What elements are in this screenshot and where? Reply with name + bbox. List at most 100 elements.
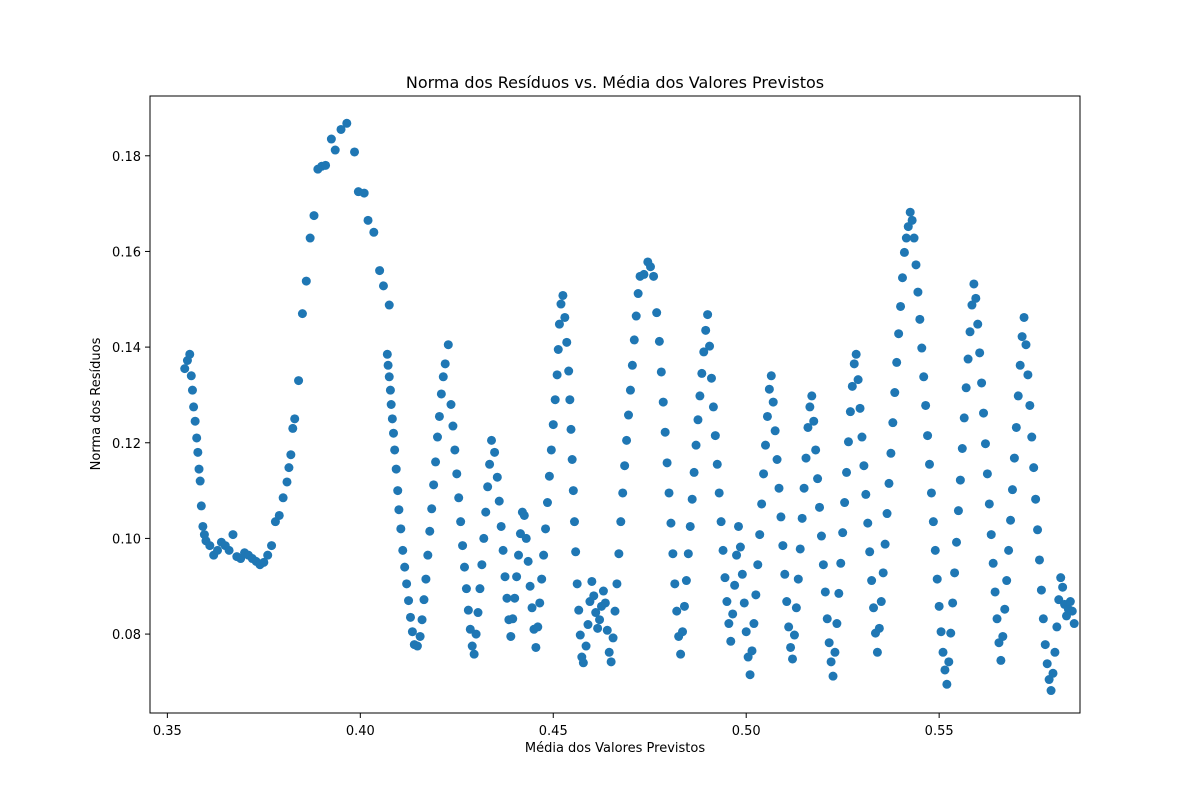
data-point — [473, 608, 483, 618]
data-point — [196, 501, 206, 511]
data-point — [741, 627, 751, 637]
data-point — [699, 347, 709, 357]
data-point — [294, 376, 304, 386]
y-tick-label: 0.16 — [112, 245, 141, 260]
data-point — [737, 569, 747, 579]
data-point — [383, 360, 393, 370]
data-point — [608, 633, 618, 643]
data-point — [326, 134, 336, 144]
data-point — [1058, 582, 1068, 592]
data-point — [622, 435, 632, 445]
data-point — [834, 588, 844, 598]
data-point — [909, 233, 919, 243]
data-point — [793, 574, 803, 584]
data-point — [847, 381, 857, 391]
data-point — [886, 448, 896, 458]
data-point — [845, 407, 855, 417]
plot-frame — [149, 95, 1081, 714]
data-point — [593, 623, 603, 633]
data-point — [932, 574, 942, 584]
y-tick-label: 0.14 — [112, 341, 141, 356]
data-point — [745, 670, 755, 680]
data-point — [606, 657, 616, 667]
data-point — [755, 530, 765, 540]
data-point — [460, 562, 469, 572]
data-point — [770, 426, 780, 436]
data-point — [884, 478, 894, 488]
data-point — [872, 647, 882, 657]
data-point — [387, 414, 397, 424]
data-point — [402, 579, 412, 589]
data-point — [774, 483, 784, 493]
data-point — [190, 416, 200, 426]
data-point — [722, 597, 732, 607]
data-point — [544, 471, 554, 481]
data-points — [180, 118, 1079, 696]
data-point — [297, 309, 307, 319]
data-point — [386, 400, 396, 409]
data-point — [691, 440, 701, 450]
data-point — [882, 509, 892, 519]
data-point — [705, 341, 715, 351]
data-point — [938, 647, 948, 657]
data-point — [759, 469, 769, 479]
data-point — [772, 455, 782, 464]
data-point — [923, 431, 933, 441]
data-point — [429, 480, 439, 490]
data-point — [604, 647, 614, 657]
data-point — [739, 598, 749, 608]
data-point — [952, 537, 962, 547]
data-point — [973, 319, 983, 329]
data-point — [764, 384, 774, 394]
data-point — [587, 576, 597, 586]
data-point — [672, 606, 682, 616]
data-point — [940, 665, 950, 675]
data-point — [1023, 370, 1033, 380]
data-point — [720, 573, 730, 583]
data-point — [553, 345, 563, 354]
data-point — [541, 524, 551, 534]
data-point — [436, 389, 446, 399]
data-point — [616, 517, 626, 527]
data-point — [652, 308, 662, 318]
data-point — [629, 335, 639, 345]
data-point — [483, 482, 493, 492]
data-point — [888, 418, 898, 428]
data-point — [869, 603, 879, 613]
data-point — [180, 364, 190, 374]
data-point — [948, 598, 958, 608]
data-point — [404, 596, 414, 606]
data-point — [624, 410, 634, 420]
data-point — [718, 545, 728, 555]
data-point — [971, 293, 981, 303]
data-point — [1042, 659, 1052, 669]
data-point — [194, 464, 204, 474]
data-point — [778, 541, 788, 551]
data-point — [818, 560, 828, 570]
data-point — [512, 572, 522, 582]
data-point — [662, 458, 672, 468]
data-point — [506, 631, 516, 641]
data-point — [1046, 686, 1056, 696]
data-point — [523, 556, 533, 566]
data-point — [384, 300, 394, 310]
data-point — [610, 606, 620, 616]
data-point — [855, 403, 865, 413]
data-point — [485, 459, 495, 469]
data-point — [934, 601, 944, 611]
data-point — [925, 459, 934, 469]
data-point — [730, 580, 740, 590]
data-point — [454, 493, 464, 503]
data-point — [963, 354, 973, 364]
data-point — [407, 627, 417, 637]
data-point — [820, 587, 830, 597]
data-point — [633, 289, 643, 299]
data-point — [826, 657, 836, 667]
data-point — [1052, 622, 1062, 632]
data-point — [894, 329, 904, 339]
data-point — [195, 476, 205, 486]
data-point — [863, 518, 873, 528]
data-point — [1000, 604, 1010, 614]
data-point — [950, 568, 960, 578]
